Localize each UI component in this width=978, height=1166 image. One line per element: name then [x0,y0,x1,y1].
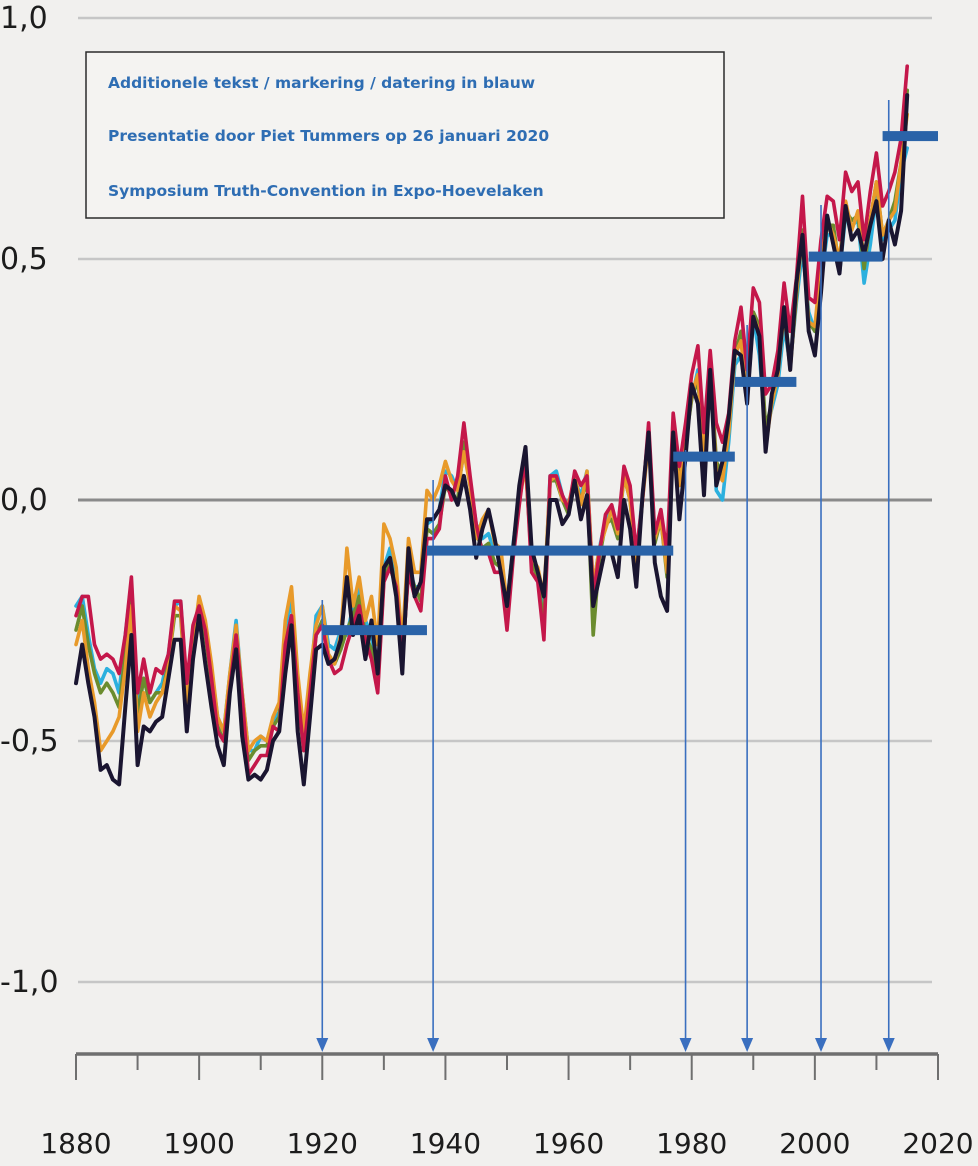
marker-arrow-head [882,1038,895,1052]
y-tick-label: 0,5 [0,242,48,277]
step-level-bars [322,131,938,636]
annotation-box-frame [85,51,725,219]
step-level-bar [882,131,938,142]
step-level-bar [673,451,735,462]
step-level-bar [734,376,797,387]
annotation-box: Additionele tekst / markering / datering… [85,51,725,219]
marker-arrow-head [679,1038,692,1052]
marker-arrow-head [427,1038,440,1052]
series-line [74,64,910,777]
step-level-bar [322,625,427,636]
y-tick-label: -0,5 [0,724,59,759]
step-level-bar [808,251,883,262]
x-tick-label: 2020 [902,1127,973,1160]
marker-arrows [316,100,895,1052]
marker-arrow-head [316,1038,329,1052]
x-tick-label: 1900 [164,1127,235,1160]
x-tick-label: 1980 [656,1127,727,1160]
x-tick-labels: 1880 1900 1920 1940 1960 1980 2000 2020 [40,1127,973,1160]
y-tick-label: 1,0 [0,1,48,36]
x-tick-label: 2000 [779,1127,850,1160]
marker-arrow-head [815,1038,828,1052]
step-level-bar [426,545,674,556]
y-tick-labels: 1,0 0,5 0,0 -0,5 -1,0 [0,1,59,1000]
x-tick-label: 1940 [410,1127,481,1160]
x-axis [75,1052,939,1080]
x-tick-label: 1960 [533,1127,604,1160]
series-line [74,93,910,787]
annotation-line-1: Additionele tekst / markering / datering… [108,74,535,92]
x-tick-label: 1920 [287,1127,358,1160]
annotation-line-2: Presentatie door Piet Tummers op 26 janu… [108,127,549,145]
annotation-line-3: Symposium Truth-Convention in Expo-Hoeve… [108,182,544,200]
y-tick-label: -1,0 [0,965,59,1000]
marker-arrow-head [741,1038,754,1052]
gridlines [78,16,932,984]
y-tick-label: 0,0 [0,483,48,518]
x-tick-label: 1880 [40,1127,111,1160]
